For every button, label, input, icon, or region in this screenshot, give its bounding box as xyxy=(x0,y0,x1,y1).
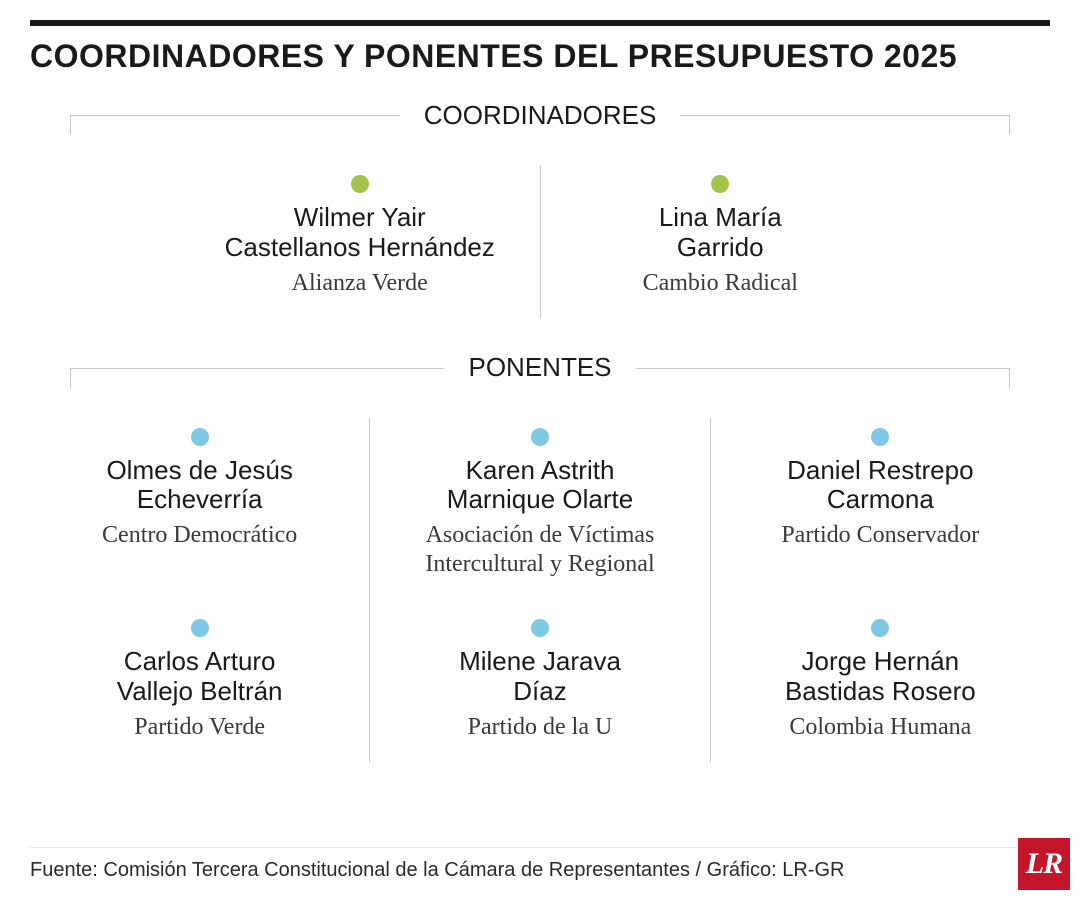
coordinadores-section: COORDINADORES Wilmer Yair Castellanos He… xyxy=(30,115,1050,318)
ponentes-header: PONENTES xyxy=(30,368,1050,388)
dot-icon xyxy=(531,428,549,446)
bracket-left xyxy=(70,368,444,388)
person-party: Partido de la U xyxy=(390,713,689,742)
dot-icon xyxy=(351,175,369,193)
person-name: Jorge Hernán Bastidas Rosero xyxy=(731,647,1030,707)
footer: Fuente: Comisión Tercera Constitucional … xyxy=(0,838,1080,882)
person-party: Centro Democrático xyxy=(50,521,349,550)
person-party: Asociación de Víctimas Intercultural y R… xyxy=(390,521,689,579)
person-name: Karen Astrith Marnique Olarte xyxy=(390,456,689,516)
person-party: Colombia Humana xyxy=(731,713,1030,742)
person-party: Partido Conservador xyxy=(731,521,1030,550)
dot-icon xyxy=(191,619,209,637)
page-title: COORDINADORES Y PONENTES DEL PRESUPUESTO… xyxy=(30,38,1050,75)
ponentes-section: PONENTES Olmes de Jesús Echeverría Centr… xyxy=(30,368,1050,762)
coordinadores-row: Wilmer Yair Castellanos Hernández Alianz… xyxy=(180,165,900,318)
ponentes-row-2: Carlos Arturo Vallejo Beltrán Partido Ve… xyxy=(30,599,1050,762)
bracket-right xyxy=(680,115,1010,135)
person-name: Carlos Arturo Vallejo Beltrán xyxy=(50,647,349,707)
person-name: Olmes de Jesús Echeverría xyxy=(50,456,349,516)
person-party: Alianza Verde xyxy=(200,269,520,298)
coordinadores-header: COORDINADORES xyxy=(30,115,1050,135)
person-party: Cambio Radical xyxy=(561,269,881,298)
person-name: Lina María Garrido xyxy=(561,203,881,263)
ponente-card: Karen Astrith Marnique Olarte Asociación… xyxy=(369,418,709,599)
ponente-card: Jorge Hernán Bastidas Rosero Colombia Hu… xyxy=(710,599,1050,762)
person-name: Milene Jarava Díaz xyxy=(390,647,689,707)
person-name: Wilmer Yair Castellanos Hernández xyxy=(200,203,520,263)
ponente-card: Carlos Arturo Vallejo Beltrán Partido Ve… xyxy=(30,599,369,762)
coordinador-card: Lina María Garrido Cambio Radical xyxy=(540,165,901,318)
dot-icon xyxy=(711,175,729,193)
ponentes-label: PONENTES xyxy=(444,352,635,383)
lr-logo: LR xyxy=(1018,838,1070,890)
ponente-card: Milene Jarava Díaz Partido de la U xyxy=(369,599,709,762)
ponente-card: Olmes de Jesús Echeverría Centro Democrá… xyxy=(30,418,369,599)
dot-icon xyxy=(531,619,549,637)
coordinador-card: Wilmer Yair Castellanos Hernández Alianz… xyxy=(180,165,540,318)
person-party: Partido Verde xyxy=(50,713,349,742)
bracket-left xyxy=(70,115,400,135)
ponente-card: Daniel Restrepo Carmona Partido Conserva… xyxy=(710,418,1050,599)
dot-icon xyxy=(871,619,889,637)
ponentes-row-1: Olmes de Jesús Echeverría Centro Democrá… xyxy=(30,418,1050,599)
dot-icon xyxy=(871,428,889,446)
source-text: Fuente: Comisión Tercera Constitucional … xyxy=(30,859,844,882)
bracket-right xyxy=(636,368,1010,388)
coordinadores-label: COORDINADORES xyxy=(400,100,681,131)
person-name: Daniel Restrepo Carmona xyxy=(731,456,1030,516)
top-rule xyxy=(30,20,1050,26)
dot-icon xyxy=(191,428,209,446)
